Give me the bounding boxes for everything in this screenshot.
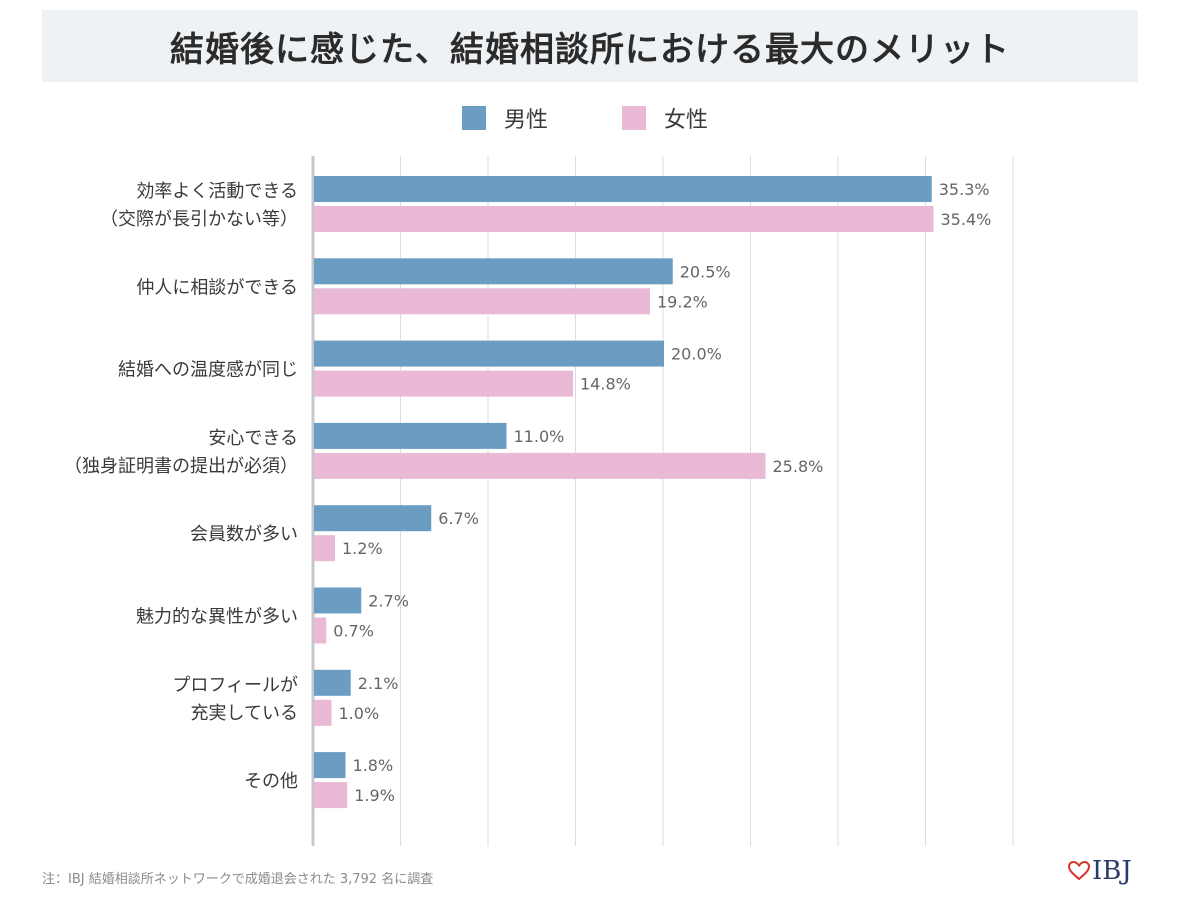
category-label: 充実している <box>191 703 298 724</box>
data-label: 1.8% <box>353 756 394 775</box>
data-label: 2.1% <box>358 674 399 693</box>
category-label: その他 <box>244 771 298 792</box>
bar-male <box>314 422 507 449</box>
bar-male <box>314 340 664 367</box>
bar-female <box>314 288 650 315</box>
legend-swatch-male <box>462 106 486 130</box>
data-label: 1.9% <box>354 786 395 805</box>
category-label: 結婚への温度感が同じ <box>118 360 298 381</box>
bar-female <box>314 535 335 562</box>
bar-female <box>314 699 332 726</box>
data-label: 11.0% <box>514 427 565 446</box>
bar-male <box>314 505 432 532</box>
category-label: 効率よく活動できる <box>136 181 298 202</box>
bar-male <box>314 669 351 696</box>
data-label: 14.8% <box>580 375 631 394</box>
bar-female <box>314 370 573 397</box>
category-label: 安心できる <box>208 428 298 449</box>
category-label: プロフィールが <box>172 675 298 696</box>
bar-male <box>314 258 673 285</box>
data-label: 20.0% <box>671 345 722 364</box>
category-label: 会員数が多い <box>190 524 298 545</box>
data-label: 0.7% <box>333 622 374 641</box>
bar-male <box>314 587 362 614</box>
title-band: 結婚後に感じた、結婚相談所における最大のメリット <box>42 10 1138 82</box>
legend-label-female: 女性 <box>664 108 708 133</box>
category-label: 魅力的な異性が多い <box>136 607 298 628</box>
legend-label-male: 男性 <box>504 108 548 133</box>
data-label: 20.5% <box>680 262 731 281</box>
heart-icon <box>1068 861 1090 881</box>
ibj-logo: IBJ <box>1068 856 1132 886</box>
bar-male <box>314 176 932 202</box>
data-label: 1.0% <box>339 704 380 723</box>
bar-female <box>314 782 348 809</box>
footnote: 注：IBJ 結婚相談所ネットワークで成婚退会された 3,792 名に調査 <box>42 872 434 887</box>
data-label: 2.7% <box>368 592 409 611</box>
data-label: 6.7% <box>438 509 479 528</box>
chart-title: 結婚後に感じた、結婚相談所における最大のメリット <box>170 29 1010 70</box>
bar-female <box>314 206 934 232</box>
category-label: 仲人に相談ができる <box>136 277 298 298</box>
data-label: 19.2% <box>657 292 708 311</box>
data-label: 35.3% <box>939 180 990 199</box>
data-label: 35.4% <box>941 210 992 229</box>
bar-male <box>314 752 346 779</box>
data-label: 25.8% <box>773 457 824 476</box>
data-label: 1.2% <box>342 539 383 558</box>
legend-swatch-female <box>622 106 646 130</box>
bar-female <box>314 452 766 479</box>
bar-female <box>314 617 327 644</box>
category-label: （交際が長引かない等） <box>100 209 298 230</box>
category-label: （独身証明書の提出が必須） <box>64 456 298 477</box>
logo-text: IBJ <box>1092 856 1132 886</box>
